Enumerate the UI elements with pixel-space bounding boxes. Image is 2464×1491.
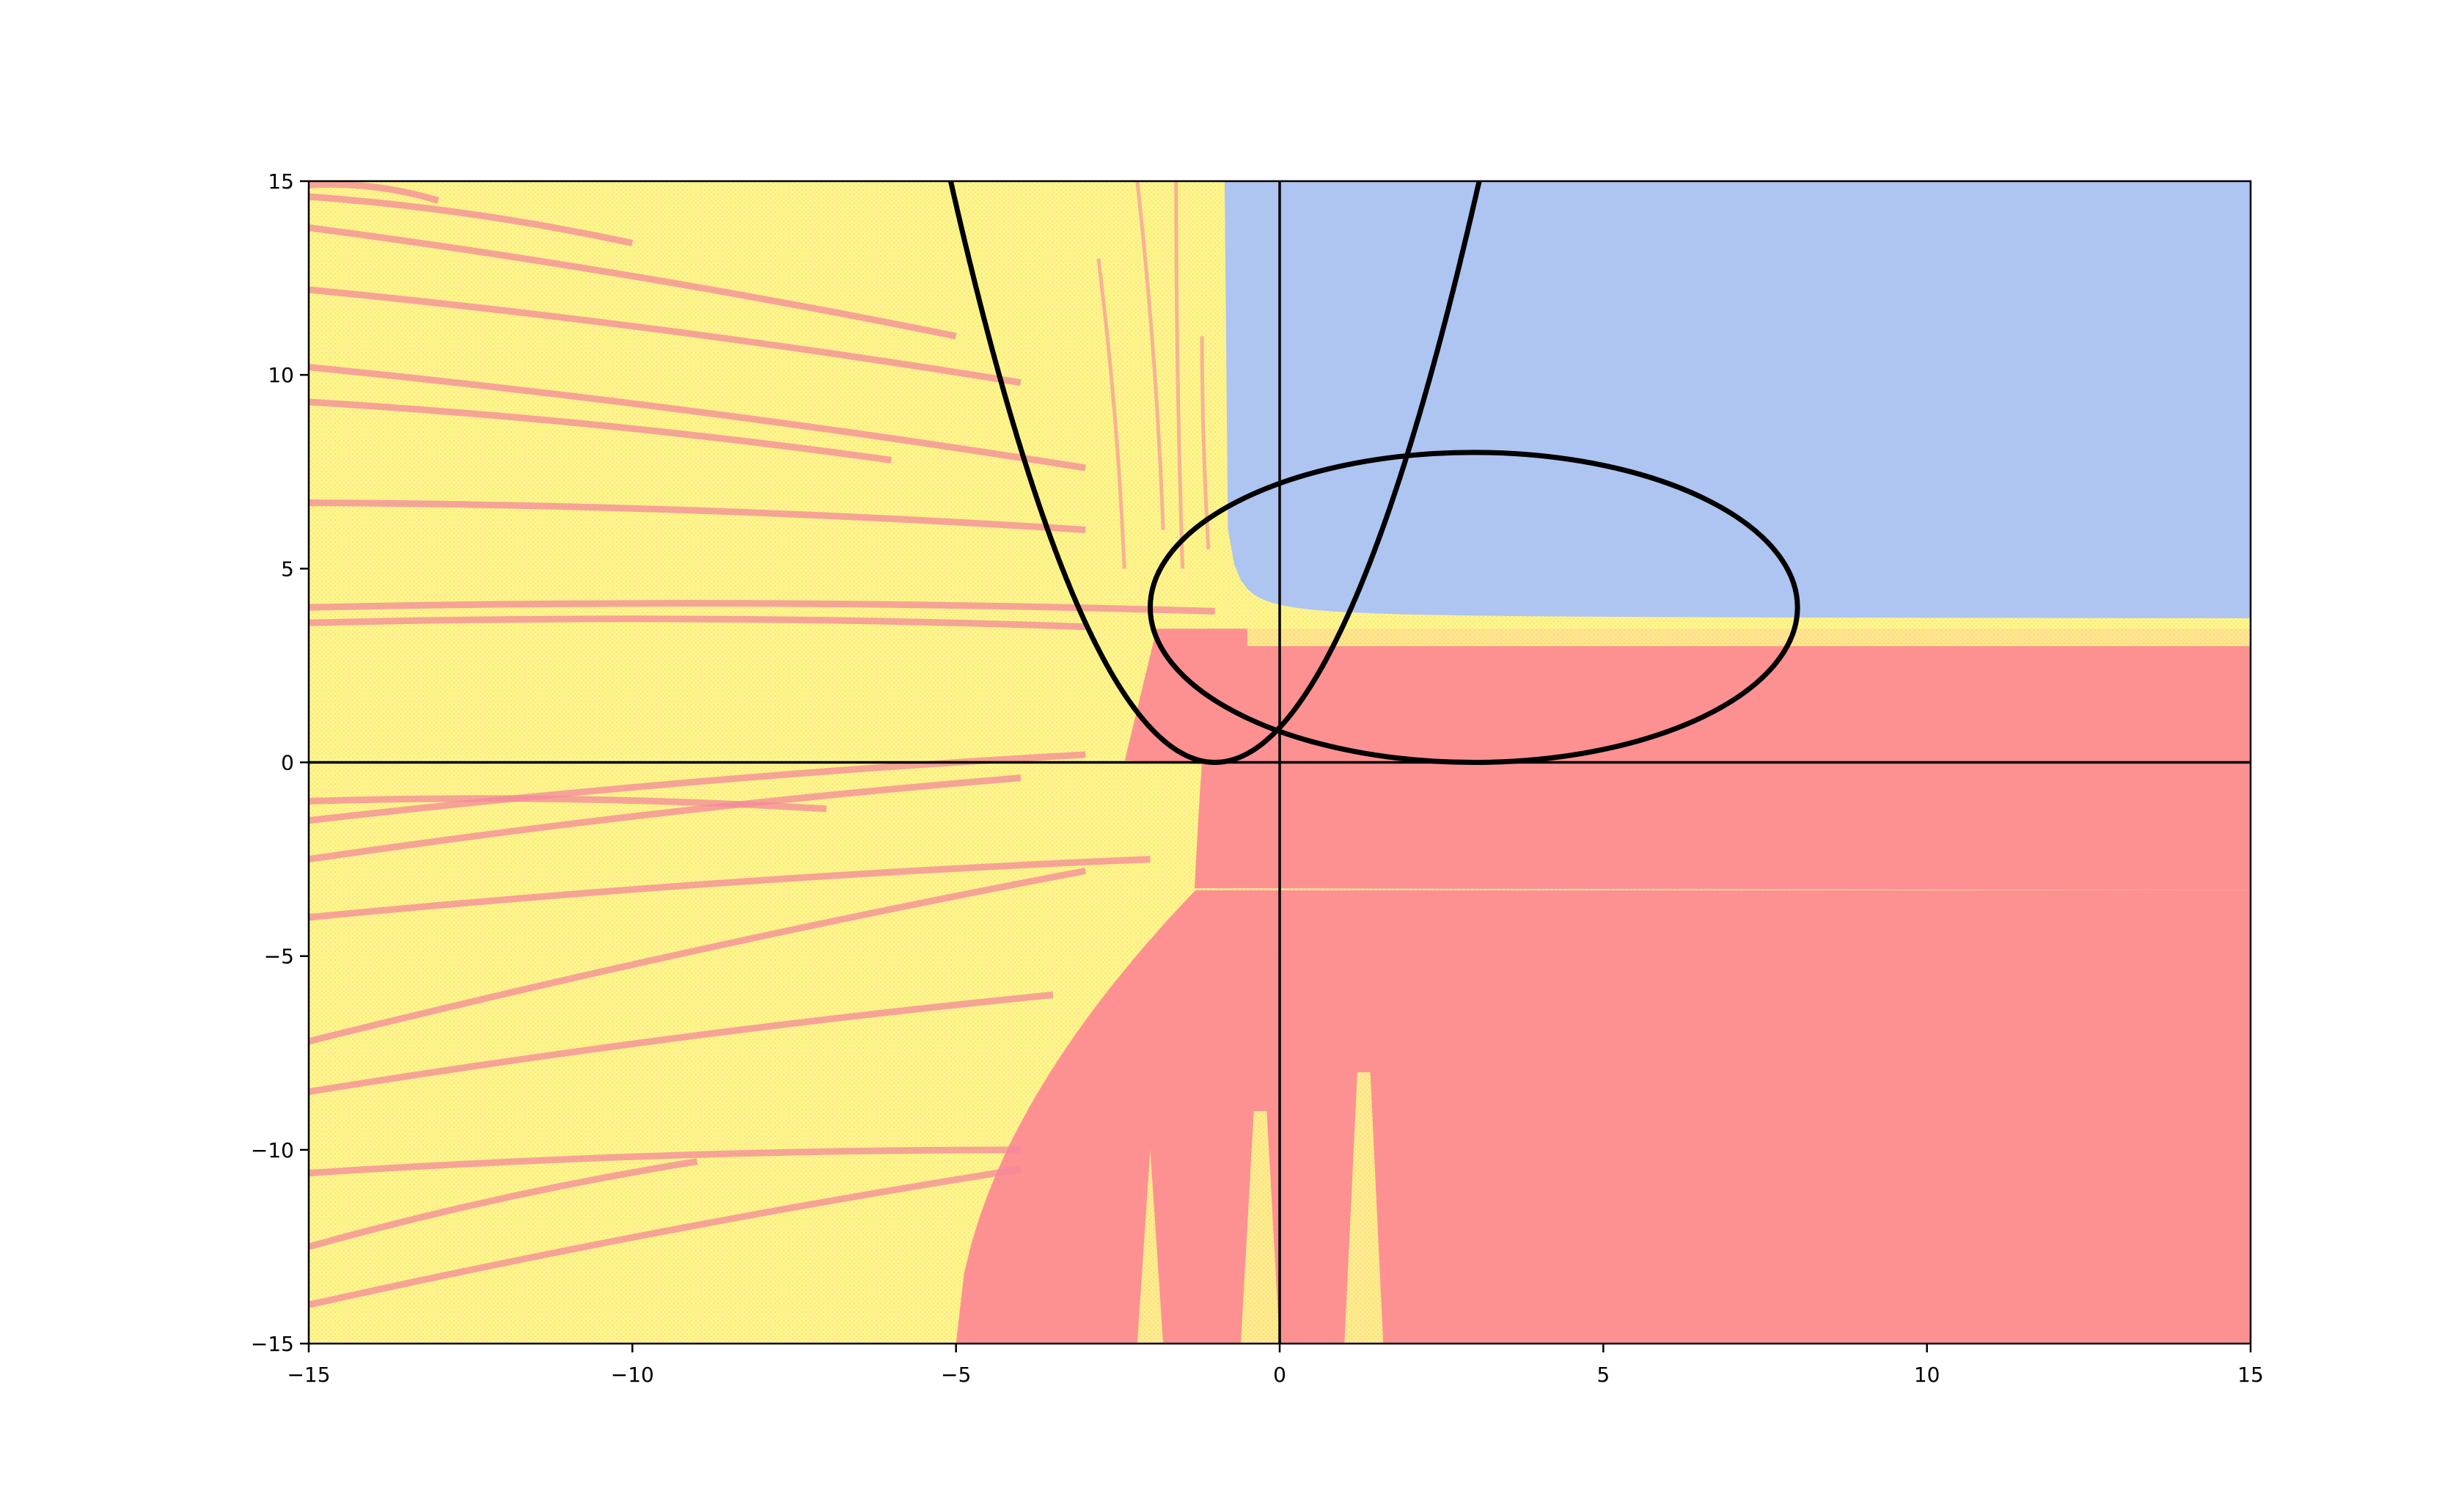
blue-region	[1224, 181, 2251, 620]
pink-streak	[309, 856, 1151, 921]
y-tick-label: 0	[281, 751, 294, 775]
pink-streak	[309, 499, 1086, 533]
x-tick-label: −15	[287, 1363, 330, 1387]
y-tick-label: 5	[281, 557, 294, 581]
pink-streak	[309, 181, 439, 204]
pink-streak	[309, 224, 957, 340]
yellow-strip	[1344, 1072, 1384, 1344]
pink-streak	[309, 398, 892, 464]
red-region-upper	[1124, 629, 2251, 890]
plot-area	[309, 181, 2251, 1344]
red-arch-small-left	[1046, 1149, 1112, 1344]
y-tick-label: −5	[264, 945, 294, 969]
pink-streak	[309, 1158, 698, 1250]
pink-streak	[309, 1165, 1022, 1308]
pink-streak	[309, 992, 1054, 1096]
pink-streak	[309, 286, 1022, 387]
yellow-strip	[1241, 1111, 1280, 1344]
y-tick-label: −10	[251, 1138, 294, 1162]
ellipse-curve	[1147, 450, 1800, 766]
pink-streak	[309, 193, 634, 246]
y-tick-label: 15	[268, 169, 294, 194]
x-tick-label: −5	[941, 1363, 971, 1387]
yellow-strip	[1137, 1149, 1164, 1344]
pink-filament	[1135, 181, 1165, 530]
x-tick-label: 0	[1273, 1363, 1286, 1387]
x-tick-label: 5	[1596, 1363, 1610, 1387]
red-arch-small-right	[1286, 1149, 1357, 1344]
pink-streak	[309, 774, 1022, 863]
pink-streak	[309, 868, 1087, 1045]
y-tick-label: 10	[268, 363, 294, 387]
x-tick-label: −10	[611, 1363, 654, 1387]
x-tick-label: 15	[2237, 1363, 2264, 1387]
pink-filament	[1096, 258, 1126, 569]
pink-filament	[1174, 181, 1185, 569]
pink-streak	[309, 364, 1086, 472]
parabola-curve	[947, 181, 1482, 765]
pink-streak	[309, 795, 827, 813]
yellow-band-right	[1247, 619, 2251, 646]
pink-streak	[309, 615, 1086, 631]
x-tick-label: 10	[1914, 1363, 1940, 1387]
tick-labels: −15 −10 −5 0 5 10 15 −15 −10 −5 0 5 10 15	[251, 169, 2264, 1387]
y-tick-label: −15	[251, 1332, 294, 1356]
pink-streak	[309, 1146, 1021, 1177]
